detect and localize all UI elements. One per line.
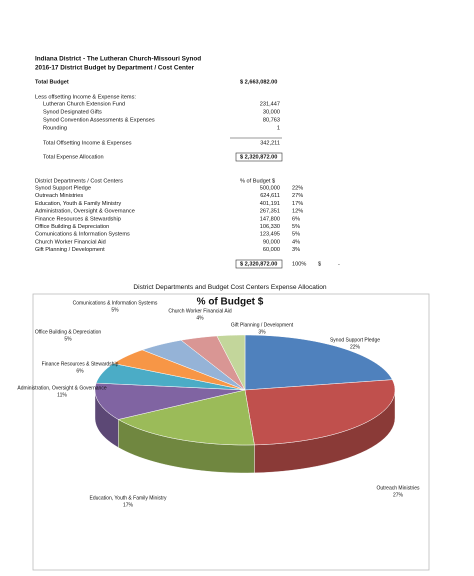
slice-label: Gift Planning / Development <box>231 322 294 328</box>
slice-label: Synod Support Pledge <box>330 337 380 343</box>
header-line: 2016-17 District Budget by Department / … <box>35 65 195 72</box>
row-amount: 500,000 <box>260 185 280 191</box>
chart-title: District Departments and Budget Cost Cen… <box>133 284 326 291</box>
row-label: Total Offsetting Income & Expenses <box>43 140 132 146</box>
slice <box>112 349 246 391</box>
slice-value: 4% <box>196 315 204 321</box>
row-amount: 1 <box>277 125 280 131</box>
row-percent: 22% <box>292 185 303 191</box>
header-line: Indiana District - The Lutheran Church-M… <box>35 56 201 63</box>
row-percent: 17% <box>292 201 303 207</box>
slice-label: Office Building & Depreciation <box>35 329 102 335</box>
slice-value: 6% <box>76 368 84 374</box>
slice <box>141 339 246 391</box>
slice-value: 27% <box>393 492 404 498</box>
row-label: Administration, Oversight & Governance <box>35 209 135 215</box>
slice <box>244 334 393 391</box>
total-cell: 100% <box>292 261 306 267</box>
row-amount: 401,191 <box>260 201 280 207</box>
row-label: Total Expense Allocation <box>43 154 104 160</box>
slice <box>95 363 246 391</box>
row-amount: $ 2,663,082.00 <box>240 79 277 85</box>
slice-label: Finance Resources & Stewardship <box>42 361 119 367</box>
row-label: Synod Convention Assessments & Expenses <box>43 117 155 123</box>
row-amount: $ 2,320,872.00 <box>240 154 277 160</box>
total-box <box>235 259 283 269</box>
row-label: Synod Designated Gifts <box>43 109 102 115</box>
row-amount: 342,211 <box>260 140 280 146</box>
row-amount: 123,495 <box>260 232 280 238</box>
row-amount: 106,330 <box>260 224 280 230</box>
section-heading: Less offsetting Income & Expense items: <box>35 94 136 100</box>
row-percent: 12% <box>292 209 303 215</box>
row-label: Comunications & Information Systems <box>35 232 130 238</box>
chart-subtitle: % of Budget $ <box>197 297 264 308</box>
slice-value: 11% <box>57 392 67 398</box>
row-percent: 4% <box>292 239 300 245</box>
row-amount: 624,611 <box>260 193 280 199</box>
row-percent: 5% <box>292 224 300 230</box>
row-amount: 147,800 <box>260 216 280 222</box>
slice <box>94 382 246 420</box>
row-label: Finance Resources & Stewardship <box>35 216 121 222</box>
row-label: Total Budget <box>35 79 69 85</box>
row-amount: 267,351 <box>260 209 280 215</box>
slice-value: 5% <box>111 307 119 313</box>
row-label: Church Worker Financial Aid <box>35 239 106 245</box>
row-percent: 5% <box>292 232 300 238</box>
slice-value: 22% <box>350 344 361 350</box>
slice <box>180 335 246 391</box>
row-amount: 60,000 <box>263 247 280 253</box>
total-cell: $ 2,320,872.00 <box>240 261 277 267</box>
row-amount: 231,447 <box>260 101 280 107</box>
slice <box>117 389 255 446</box>
row-label: Rounding <box>43 125 67 131</box>
row-label: Synod Support Pledge <box>35 185 91 191</box>
row-label: Office Building & Depreciation <box>35 224 109 230</box>
slice-value: 17% <box>123 502 134 508</box>
row-label: Gift Planning / Development <box>35 247 105 253</box>
slice <box>244 379 396 446</box>
row-amount: 90,000 <box>263 239 280 245</box>
chart-frame <box>32 293 430 571</box>
row-amount: 80,763 <box>263 117 280 123</box>
column-header: District Departments / Cost Centers <box>35 178 123 184</box>
total-box <box>235 152 283 162</box>
row-percent: 27% <box>292 193 303 199</box>
row-label: Education, Youth & Family Ministry <box>35 201 121 207</box>
slice-value: 5% <box>64 336 72 342</box>
row-percent: 3% <box>292 247 300 253</box>
slice-value: 3% <box>258 329 266 335</box>
total-cell: - <box>338 261 340 267</box>
row-percent: 6% <box>292 216 300 222</box>
slice-label: Administration, Oversight & Governance <box>17 385 106 391</box>
slice-label: Comunications & Information Systems <box>73 300 158 306</box>
slice <box>216 334 246 391</box>
row-label: Lutheran Church Extension Fund <box>43 101 125 107</box>
row-amount: 30,000 <box>263 109 280 115</box>
total-cell: $ <box>318 261 322 267</box>
slice-label: Church Worker Financial Aid <box>168 308 231 314</box>
row-label: Outreach Ministries <box>35 193 83 199</box>
slice-label: Outreach Ministries <box>376 485 420 491</box>
slice-label: Education, Youth & Family Ministry <box>90 495 167 501</box>
column-header: % of Budget $ <box>240 178 276 184</box>
